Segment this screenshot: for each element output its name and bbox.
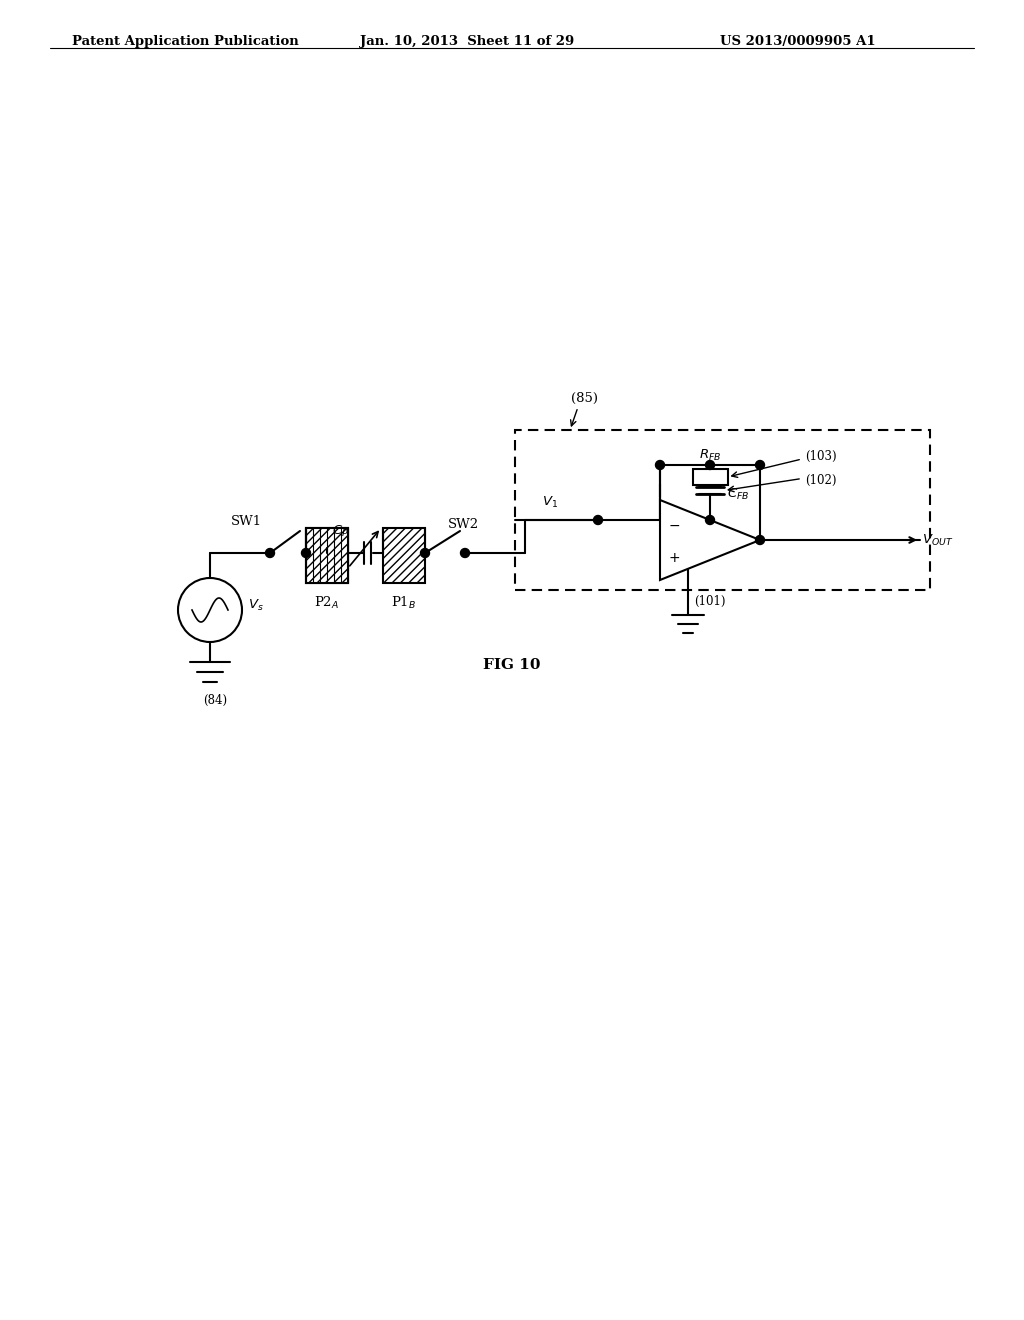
Bar	[692, 469, 727, 484]
Text: $V_{OUT}$: $V_{OUT}$	[922, 532, 953, 548]
Circle shape	[706, 461, 715, 470]
Polygon shape	[660, 500, 760, 579]
Text: P2$_A$: P2$_A$	[314, 595, 340, 611]
Text: (84): (84)	[203, 694, 227, 708]
Bar	[383, 528, 425, 583]
Circle shape	[594, 516, 602, 524]
Bar	[306, 528, 348, 583]
Text: (85): (85)	[571, 392, 598, 405]
Text: P1$_B$: P1$_B$	[391, 595, 417, 611]
Circle shape	[461, 549, 469, 557]
Circle shape	[421, 549, 429, 557]
Text: $C_{FB}$: $C_{FB}$	[727, 487, 750, 502]
Text: $V_1$: $V_1$	[542, 495, 558, 510]
Text: $C_P$: $C_P$	[332, 524, 349, 539]
Bar	[515, 430, 930, 590]
Text: $+$: $+$	[668, 550, 680, 565]
Circle shape	[706, 516, 715, 524]
Text: $V_s$: $V_s$	[248, 598, 264, 612]
Text: SW1: SW1	[230, 515, 261, 528]
Circle shape	[756, 461, 765, 470]
Circle shape	[265, 549, 274, 557]
Text: US 2013/0009905 A1: US 2013/0009905 A1	[720, 36, 876, 48]
Circle shape	[756, 536, 765, 544]
Text: (103): (103)	[805, 450, 837, 463]
Bar	[306, 528, 348, 583]
Text: $R_{FB}$: $R_{FB}$	[698, 447, 721, 463]
Text: $-$: $-$	[668, 517, 680, 532]
Text: Patent Application Publication: Patent Application Publication	[72, 36, 299, 48]
Text: SW2: SW2	[447, 517, 478, 531]
Text: (101): (101)	[694, 595, 726, 609]
Text: Jan. 10, 2013  Sheet 11 of 29: Jan. 10, 2013 Sheet 11 of 29	[360, 36, 574, 48]
Text: (102): (102)	[805, 474, 837, 487]
Text: FIG 10: FIG 10	[483, 657, 541, 672]
Circle shape	[301, 549, 310, 557]
Circle shape	[655, 461, 665, 470]
